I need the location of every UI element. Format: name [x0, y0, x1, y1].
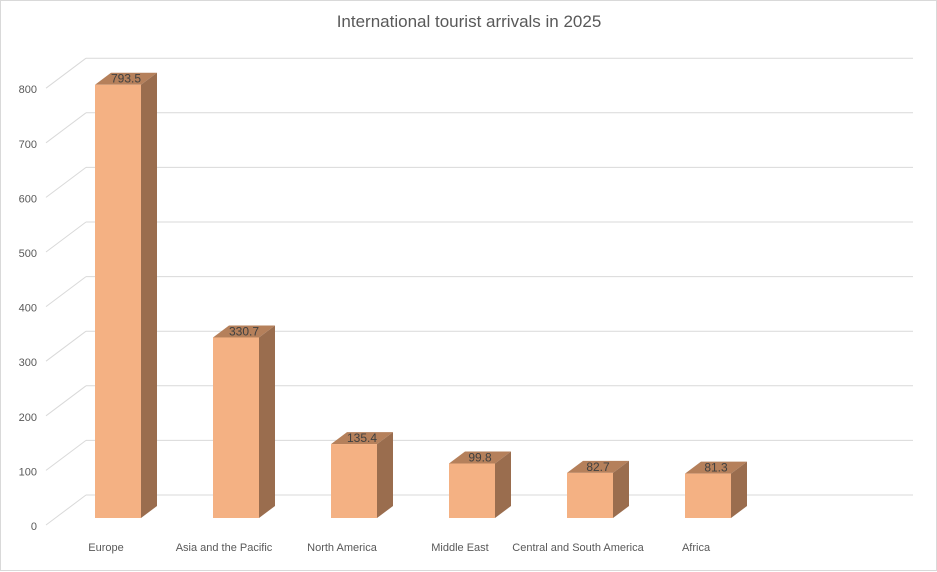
- gridline-floor: [45, 439, 87, 471]
- y-tick-label: 200: [19, 412, 37, 424]
- bar-top: [331, 432, 393, 445]
- bar-side: [731, 461, 747, 518]
- x-category-label: Europe: [88, 542, 123, 554]
- gridline-floor: [45, 276, 87, 308]
- gridline-floor: [45, 494, 87, 526]
- x-category-label: Asia and the Pacific: [176, 542, 273, 554]
- y-tick-label: 600: [19, 193, 37, 205]
- bar: [213, 337, 259, 518]
- x-category-label: Middle East: [431, 542, 488, 554]
- y-tick-label: 0: [31, 521, 37, 533]
- x-category-label: Africa: [682, 542, 711, 554]
- y-tick-label: 300: [19, 357, 37, 369]
- bar-top: [449, 451, 511, 464]
- bar: [95, 84, 141, 519]
- gridline-floor: [45, 57, 87, 89]
- data-label: 82.7: [586, 460, 610, 474]
- bar-top: [685, 461, 747, 474]
- data-label: 99.8: [468, 451, 492, 465]
- bar: [567, 472, 613, 518]
- bar-side: [495, 451, 511, 518]
- bar-side: [377, 432, 393, 518]
- bar-top: [213, 325, 275, 338]
- y-tick-label: 400: [19, 303, 37, 315]
- y-tick-label: 700: [19, 139, 37, 151]
- bar-top: [567, 460, 629, 473]
- gridline-floor: [45, 112, 87, 144]
- bar: [331, 444, 377, 518]
- gridline-floor: [45, 385, 87, 417]
- bar: [685, 473, 731, 518]
- y-tick-label: 800: [19, 84, 37, 96]
- x-category-label: North America: [307, 542, 378, 554]
- bar: [449, 463, 495, 518]
- data-label: 330.7: [229, 324, 259, 338]
- x-category-label: Central and South America: [512, 542, 644, 554]
- bar-side: [613, 460, 629, 518]
- data-label: 81.3: [704, 461, 728, 475]
- bar-side: [259, 325, 275, 518]
- chart-title: International tourist arrivals in 2025: [337, 12, 602, 31]
- gridline-floor: [45, 330, 87, 362]
- bar-side: [141, 72, 157, 519]
- bar-top: [95, 72, 157, 85]
- gridline-floor: [45, 221, 87, 253]
- data-label: 793.5: [111, 72, 141, 86]
- gridline-floor: [45, 166, 87, 198]
- y-tick-label: 100: [19, 466, 37, 478]
- data-label: 135.4: [347, 431, 377, 445]
- y-tick-label: 500: [19, 248, 37, 260]
